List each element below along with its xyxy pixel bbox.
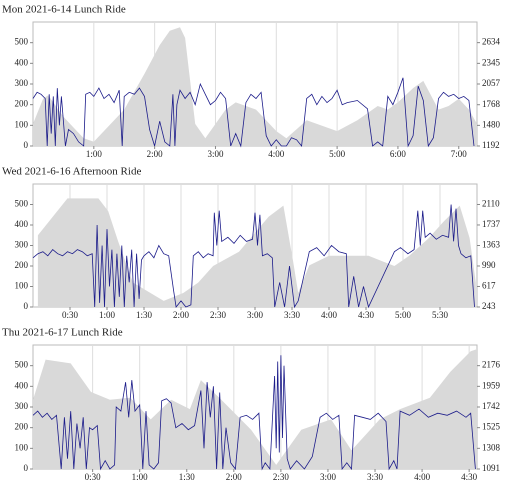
power-line bbox=[32, 204, 475, 309]
x-tick-label: 3:00 bbox=[247, 310, 264, 320]
y2-tick-label: 1091 bbox=[482, 463, 500, 473]
y-tick-label: 500 bbox=[15, 199, 29, 209]
x-tick-label: 6:00 bbox=[390, 149, 407, 159]
x-tick-label: 3:00 bbox=[207, 149, 224, 159]
y2-tick-label: 2057 bbox=[482, 78, 501, 88]
x-tick-label: 1:30 bbox=[179, 472, 196, 482]
x-tick-label: 4:30 bbox=[461, 472, 478, 482]
y2-tick-label: 1192 bbox=[482, 140, 500, 150]
y-tick-label: 100 bbox=[15, 442, 29, 452]
y2-tick-label: 617 bbox=[482, 281, 496, 291]
x-tick-label: 1:30 bbox=[136, 310, 153, 320]
x-tick-label: 2:30 bbox=[210, 310, 227, 320]
y-tick-label: 100 bbox=[15, 281, 29, 291]
x-tick-label: 4:00 bbox=[414, 472, 431, 482]
y-tick-label: 400 bbox=[15, 219, 29, 229]
y2-tick-label: 2110 bbox=[482, 199, 500, 209]
x-tick-label: 2:30 bbox=[273, 472, 290, 482]
y2-tick-label: 1768 bbox=[482, 99, 501, 109]
y2-tick-label: 1742 bbox=[482, 401, 500, 411]
x-tick-label: 3:00 bbox=[320, 472, 337, 482]
y2-tick-label: 2345 bbox=[482, 57, 501, 67]
y2-tick-label: 1480 bbox=[482, 119, 501, 129]
y2-tick-label: 1363 bbox=[482, 240, 501, 250]
elevation-area bbox=[33, 349, 477, 469]
x-tick-label: 1:00 bbox=[86, 149, 103, 159]
y2-tick-label: 1525 bbox=[482, 422, 501, 432]
y2-tick-label: 1737 bbox=[482, 219, 501, 229]
y-tick-label: 100 bbox=[15, 119, 29, 129]
x-tick-label: 1:00 bbox=[132, 472, 149, 482]
power-line bbox=[32, 355, 476, 471]
x-tick-label: 3:30 bbox=[367, 472, 384, 482]
chart-title: Wed 2021-6-16 Afternoon Ride bbox=[2, 166, 141, 178]
y-tick-label: 500 bbox=[15, 360, 29, 370]
y-tick-label: 500 bbox=[15, 37, 29, 47]
y2-tick-label: 990 bbox=[482, 260, 496, 270]
y-tick-label: 200 bbox=[15, 260, 29, 270]
y-tick-label: 400 bbox=[15, 380, 29, 390]
y-tick-label: 0 bbox=[24, 463, 29, 473]
power-line bbox=[32, 77, 475, 148]
elevation-area bbox=[33, 27, 477, 147]
y-tick-label: 300 bbox=[15, 401, 29, 411]
y2-tick-label: 1959 bbox=[482, 380, 501, 390]
x-tick-label: 0:30 bbox=[62, 310, 79, 320]
x-tick-label: 2:00 bbox=[173, 310, 190, 320]
x-tick-label: 5:00 bbox=[395, 310, 412, 320]
y-tick-label: 200 bbox=[15, 422, 29, 432]
y-tick-label: 0 bbox=[24, 301, 29, 311]
y-tick-label: 400 bbox=[15, 57, 29, 67]
x-tick-label: 2:00 bbox=[226, 472, 243, 482]
chart-title: Mon 2021-6-14 Lunch Ride bbox=[2, 4, 126, 16]
y2-tick-label: 1308 bbox=[482, 442, 501, 452]
x-tick-label: 5:00 bbox=[329, 149, 346, 159]
x-tick-label: 3:30 bbox=[284, 310, 301, 320]
chart-title: Thu 2021-6-17 Lunch Ride bbox=[2, 327, 123, 339]
y-tick-label: 300 bbox=[15, 240, 29, 250]
y2-tick-label: 243 bbox=[482, 301, 496, 311]
x-tick-label: 0:30 bbox=[85, 472, 102, 482]
y2-tick-label: 2176 bbox=[482, 360, 501, 370]
x-tick-label: 4:30 bbox=[358, 310, 375, 320]
y-tick-label: 200 bbox=[15, 99, 29, 109]
x-tick-label: 7:00 bbox=[451, 149, 468, 159]
x-tick-label: 4:00 bbox=[321, 310, 338, 320]
x-tick-label: 5:30 bbox=[432, 310, 449, 320]
y-tick-label: 300 bbox=[15, 78, 29, 88]
x-tick-label: 4:00 bbox=[268, 149, 285, 159]
x-tick-label: 2:00 bbox=[147, 149, 164, 159]
y2-tick-label: 2634 bbox=[482, 37, 501, 47]
elevation-area bbox=[37, 198, 476, 307]
x-tick-label: 1:00 bbox=[99, 310, 116, 320]
y-tick-label: 0 bbox=[24, 140, 29, 150]
